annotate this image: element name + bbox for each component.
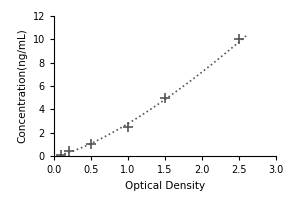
Y-axis label: Concentration(ng/mL): Concentration(ng/mL) — [17, 29, 27, 143]
X-axis label: Optical Density: Optical Density — [125, 181, 205, 191]
